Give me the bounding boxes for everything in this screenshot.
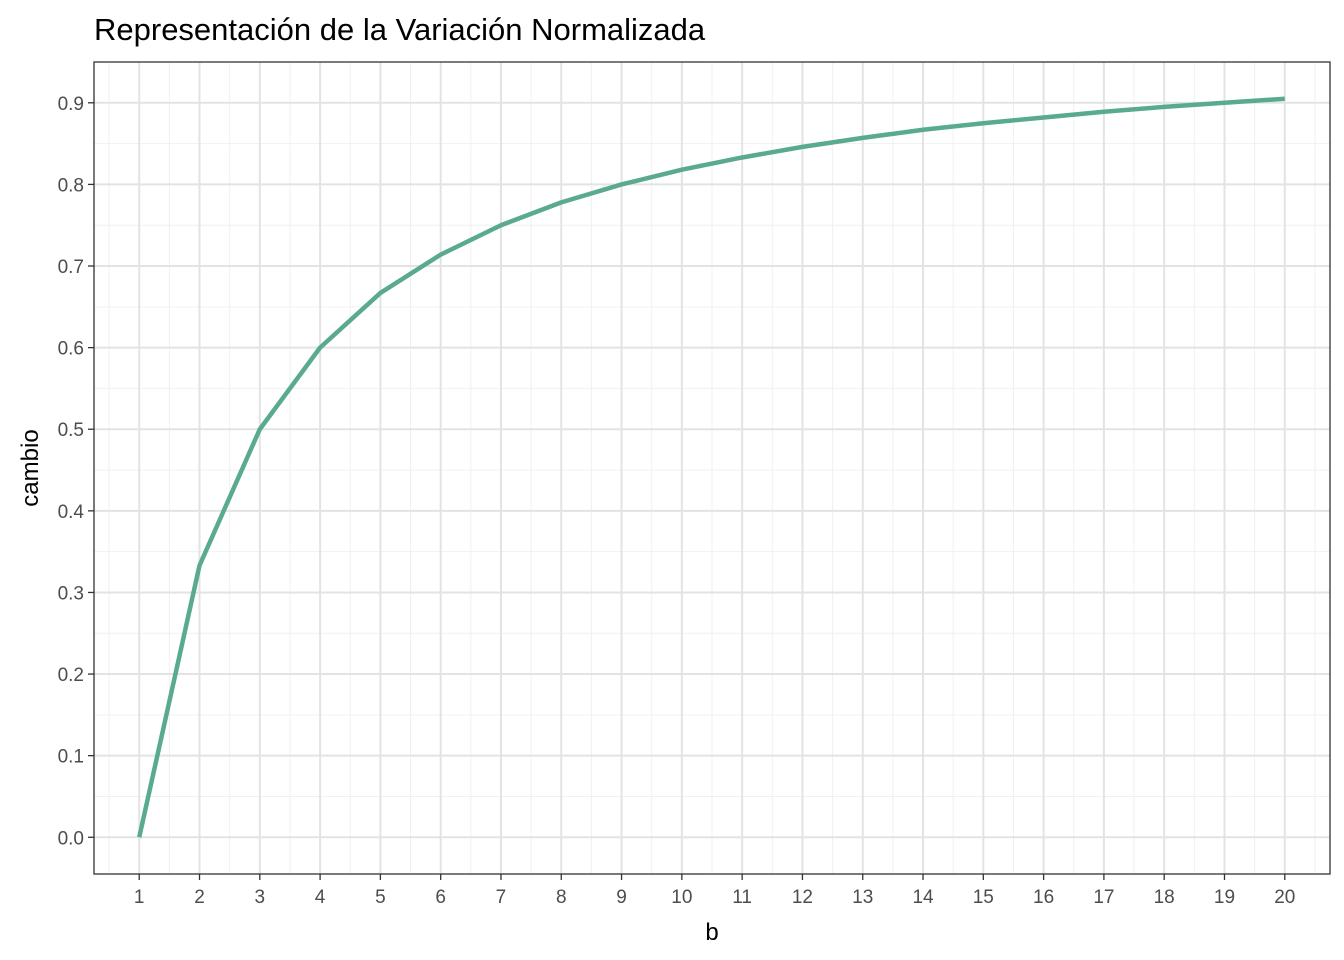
chart-title: Representación de la Variación Normaliza… xyxy=(94,12,706,47)
x-tick-label: 2 xyxy=(194,887,205,908)
x-tick-label: 3 xyxy=(255,887,266,908)
x-tick-label: 14 xyxy=(912,887,934,908)
x-axis: 1 2 3 4 5 6 7 8 9 10 11 12 13 14 15 16 17 18 19 20 xyxy=(134,874,1295,908)
y-tick-label: 0.3 xyxy=(58,583,84,604)
y-tick-label: 0.9 xyxy=(58,94,84,115)
x-tick-label: 16 xyxy=(1033,887,1054,908)
y-tick-label: 0.4 xyxy=(58,502,85,523)
x-tick-label: 6 xyxy=(435,887,446,908)
x-tick-label: 20 xyxy=(1274,887,1295,908)
x-tick-label: 11 xyxy=(732,887,752,908)
x-tick-label: 10 xyxy=(671,887,692,908)
x-tick-label: 4 xyxy=(315,887,326,908)
y-axis: 0.0 0.1 0.2 0.3 0.4 0.5 0.6 0.7 0.8 0.9 xyxy=(58,94,94,849)
x-tick-label: 8 xyxy=(556,887,567,908)
y-tick-label: 0.8 xyxy=(58,175,84,196)
x-tick-label: 19 xyxy=(1214,887,1235,908)
minor-gridlines xyxy=(94,62,1330,874)
series-layer xyxy=(137,96,1285,838)
x-tick-label: 18 xyxy=(1154,887,1175,908)
x-tick-label: 13 xyxy=(852,887,873,908)
y-tick-label: 0.7 xyxy=(58,257,84,278)
y-tick-label: 0.0 xyxy=(58,828,84,849)
major-gridlines xyxy=(94,62,1330,874)
series-line-1 xyxy=(137,96,1285,838)
x-tick-label: 7 xyxy=(496,887,507,908)
x-tick-label: 9 xyxy=(616,887,627,908)
y-tick-label: 0.1 xyxy=(58,747,84,768)
x-tick-label: 5 xyxy=(375,887,386,908)
y-axis-title: cambio xyxy=(17,429,44,506)
x-tick-label: 15 xyxy=(973,887,994,908)
y-tick-label: 0.2 xyxy=(58,665,84,686)
x-tick-label: 17 xyxy=(1093,887,1114,908)
x-axis-title: b xyxy=(705,919,718,946)
y-tick-label: 0.5 xyxy=(58,420,84,441)
x-tick-label: 1 xyxy=(134,887,145,908)
x-tick-label: 12 xyxy=(792,887,813,908)
y-tick-label: 0.6 xyxy=(58,339,84,360)
plot-border xyxy=(93,61,1331,875)
